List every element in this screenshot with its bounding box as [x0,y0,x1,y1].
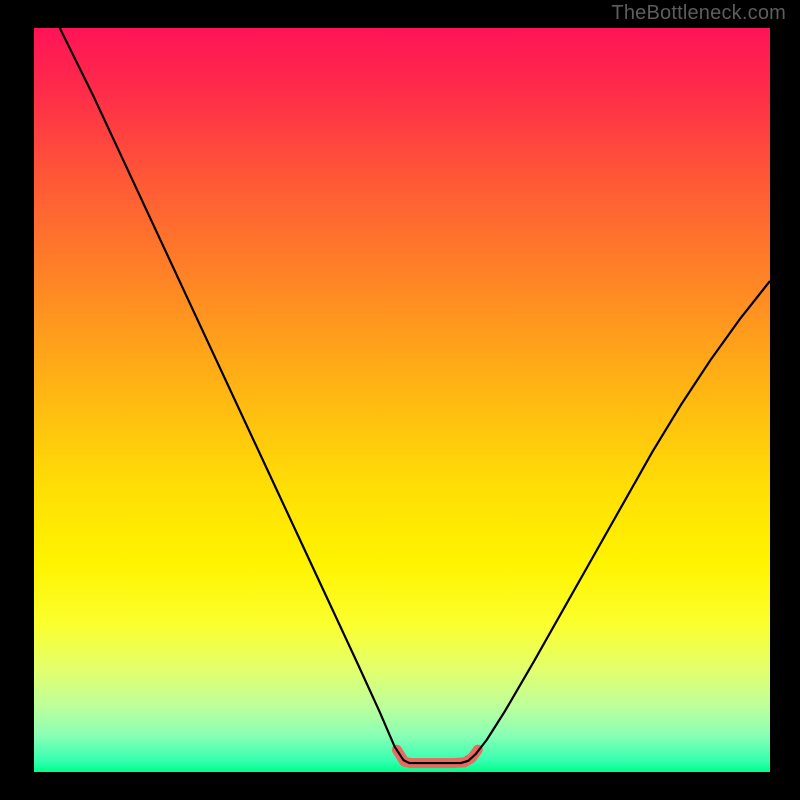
plot-svg [34,28,770,772]
plot-area [34,28,770,772]
chart-frame: TheBottleneck.com [0,0,800,800]
watermark-text: TheBottleneck.com [611,2,786,25]
heatmap-background [34,28,770,772]
